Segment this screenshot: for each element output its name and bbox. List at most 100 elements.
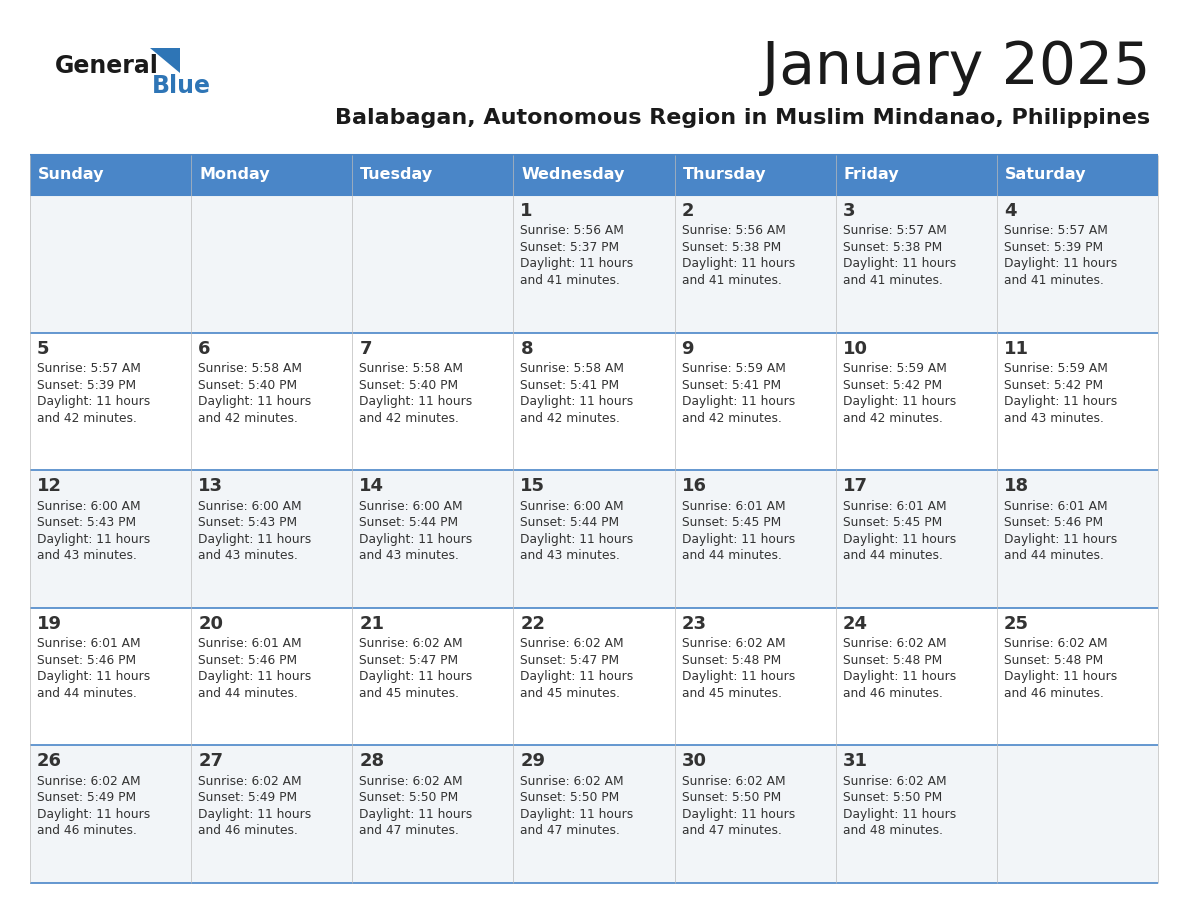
Text: Daylight: 11 hours: Daylight: 11 hours xyxy=(842,258,956,271)
Text: Daylight: 11 hours: Daylight: 11 hours xyxy=(37,395,150,409)
Text: Sunset: 5:44 PM: Sunset: 5:44 PM xyxy=(359,516,459,529)
Bar xyxy=(30,470,191,608)
Text: Sunrise: 6:02 AM: Sunrise: 6:02 AM xyxy=(682,637,785,650)
Bar xyxy=(675,608,835,745)
Text: 21: 21 xyxy=(359,615,384,633)
Text: and 46 minutes.: and 46 minutes. xyxy=(198,824,298,837)
Bar xyxy=(835,195,997,332)
Text: and 45 minutes.: and 45 minutes. xyxy=(682,687,782,700)
Text: Sunset: 5:50 PM: Sunset: 5:50 PM xyxy=(682,791,781,804)
Text: and 44 minutes.: and 44 minutes. xyxy=(198,687,298,700)
Bar xyxy=(997,332,1158,470)
Bar xyxy=(513,608,675,745)
Text: Sunrise: 5:59 AM: Sunrise: 5:59 AM xyxy=(682,362,785,375)
Text: and 43 minutes.: and 43 minutes. xyxy=(198,549,298,562)
Text: and 47 minutes.: and 47 minutes. xyxy=(359,824,459,837)
Text: Sunset: 5:47 PM: Sunset: 5:47 PM xyxy=(520,654,620,666)
Text: Sunrise: 5:59 AM: Sunrise: 5:59 AM xyxy=(1004,362,1107,375)
Text: and 48 minutes.: and 48 minutes. xyxy=(842,824,943,837)
Text: Daylight: 11 hours: Daylight: 11 hours xyxy=(198,395,311,409)
Text: Wednesday: Wednesday xyxy=(522,167,625,183)
Bar xyxy=(835,332,997,470)
Text: 19: 19 xyxy=(37,615,62,633)
Bar xyxy=(191,195,353,332)
Text: and 47 minutes.: and 47 minutes. xyxy=(520,824,620,837)
Bar xyxy=(513,195,675,332)
Text: Sunrise: 5:57 AM: Sunrise: 5:57 AM xyxy=(37,362,141,375)
Text: Sunrise: 6:02 AM: Sunrise: 6:02 AM xyxy=(359,775,463,788)
Text: Daylight: 11 hours: Daylight: 11 hours xyxy=(359,808,473,821)
Text: Sunset: 5:43 PM: Sunset: 5:43 PM xyxy=(37,516,137,529)
Bar xyxy=(191,155,353,195)
Text: and 42 minutes.: and 42 minutes. xyxy=(198,411,298,425)
Bar xyxy=(675,332,835,470)
Text: Sunrise: 6:02 AM: Sunrise: 6:02 AM xyxy=(842,775,947,788)
Bar xyxy=(997,195,1158,332)
Text: 23: 23 xyxy=(682,615,707,633)
Text: and 43 minutes.: and 43 minutes. xyxy=(37,549,137,562)
Text: Sunrise: 6:01 AM: Sunrise: 6:01 AM xyxy=(37,637,140,650)
Text: and 41 minutes.: and 41 minutes. xyxy=(682,274,782,287)
Text: Daylight: 11 hours: Daylight: 11 hours xyxy=(359,395,473,409)
Text: Daylight: 11 hours: Daylight: 11 hours xyxy=(842,395,956,409)
Text: 8: 8 xyxy=(520,340,533,358)
Bar xyxy=(30,608,191,745)
Text: Sunrise: 6:02 AM: Sunrise: 6:02 AM xyxy=(1004,637,1107,650)
Bar xyxy=(30,195,191,332)
Bar xyxy=(191,608,353,745)
Text: Sunset: 5:50 PM: Sunset: 5:50 PM xyxy=(842,791,942,804)
Text: Sunset: 5:50 PM: Sunset: 5:50 PM xyxy=(359,791,459,804)
Text: Sunset: 5:50 PM: Sunset: 5:50 PM xyxy=(520,791,620,804)
Text: Friday: Friday xyxy=(843,167,899,183)
Text: 9: 9 xyxy=(682,340,694,358)
Polygon shape xyxy=(150,48,181,73)
Text: Daylight: 11 hours: Daylight: 11 hours xyxy=(682,258,795,271)
Text: Sunset: 5:43 PM: Sunset: 5:43 PM xyxy=(198,516,297,529)
Text: and 44 minutes.: and 44 minutes. xyxy=(682,549,782,562)
Text: Daylight: 11 hours: Daylight: 11 hours xyxy=(842,532,956,545)
Text: Sunrise: 5:59 AM: Sunrise: 5:59 AM xyxy=(842,362,947,375)
Text: Sunrise: 6:01 AM: Sunrise: 6:01 AM xyxy=(682,499,785,512)
Text: 12: 12 xyxy=(37,477,62,495)
Text: Sunrise: 6:02 AM: Sunrise: 6:02 AM xyxy=(520,637,624,650)
Text: and 44 minutes.: and 44 minutes. xyxy=(842,549,942,562)
Text: Daylight: 11 hours: Daylight: 11 hours xyxy=(198,670,311,683)
Bar xyxy=(353,470,513,608)
Bar xyxy=(191,745,353,883)
Text: Sunset: 5:37 PM: Sunset: 5:37 PM xyxy=(520,241,620,254)
Text: 29: 29 xyxy=(520,753,545,770)
Text: and 45 minutes.: and 45 minutes. xyxy=(359,687,460,700)
Text: 14: 14 xyxy=(359,477,384,495)
Text: 10: 10 xyxy=(842,340,867,358)
Text: Daylight: 11 hours: Daylight: 11 hours xyxy=(842,670,956,683)
Text: Sunrise: 6:00 AM: Sunrise: 6:00 AM xyxy=(359,499,463,512)
Text: Daylight: 11 hours: Daylight: 11 hours xyxy=(37,808,150,821)
Text: Sunrise: 5:57 AM: Sunrise: 5:57 AM xyxy=(842,225,947,238)
Text: 11: 11 xyxy=(1004,340,1029,358)
Text: Daylight: 11 hours: Daylight: 11 hours xyxy=(520,808,633,821)
Text: 30: 30 xyxy=(682,753,707,770)
Text: Daylight: 11 hours: Daylight: 11 hours xyxy=(682,532,795,545)
Text: 16: 16 xyxy=(682,477,707,495)
Text: Sunset: 5:46 PM: Sunset: 5:46 PM xyxy=(37,654,137,666)
Text: Sunset: 5:40 PM: Sunset: 5:40 PM xyxy=(359,378,459,392)
Bar xyxy=(353,608,513,745)
Text: Sunset: 5:45 PM: Sunset: 5:45 PM xyxy=(842,516,942,529)
Text: and 46 minutes.: and 46 minutes. xyxy=(842,687,942,700)
Text: and 41 minutes.: and 41 minutes. xyxy=(520,274,620,287)
Text: Sunset: 5:49 PM: Sunset: 5:49 PM xyxy=(37,791,137,804)
Text: 4: 4 xyxy=(1004,202,1017,220)
Text: Sunrise: 6:02 AM: Sunrise: 6:02 AM xyxy=(359,637,463,650)
Text: Daylight: 11 hours: Daylight: 11 hours xyxy=(37,670,150,683)
Text: and 42 minutes.: and 42 minutes. xyxy=(359,411,459,425)
Bar xyxy=(353,332,513,470)
Text: Daylight: 11 hours: Daylight: 11 hours xyxy=(1004,670,1117,683)
Text: Daylight: 11 hours: Daylight: 11 hours xyxy=(682,808,795,821)
Text: 3: 3 xyxy=(842,202,855,220)
Text: and 45 minutes.: and 45 minutes. xyxy=(520,687,620,700)
Bar xyxy=(30,332,191,470)
Text: Sunset: 5:38 PM: Sunset: 5:38 PM xyxy=(842,241,942,254)
Text: Daylight: 11 hours: Daylight: 11 hours xyxy=(1004,258,1117,271)
Text: Sunrise: 6:00 AM: Sunrise: 6:00 AM xyxy=(198,499,302,512)
Text: Daylight: 11 hours: Daylight: 11 hours xyxy=(359,670,473,683)
